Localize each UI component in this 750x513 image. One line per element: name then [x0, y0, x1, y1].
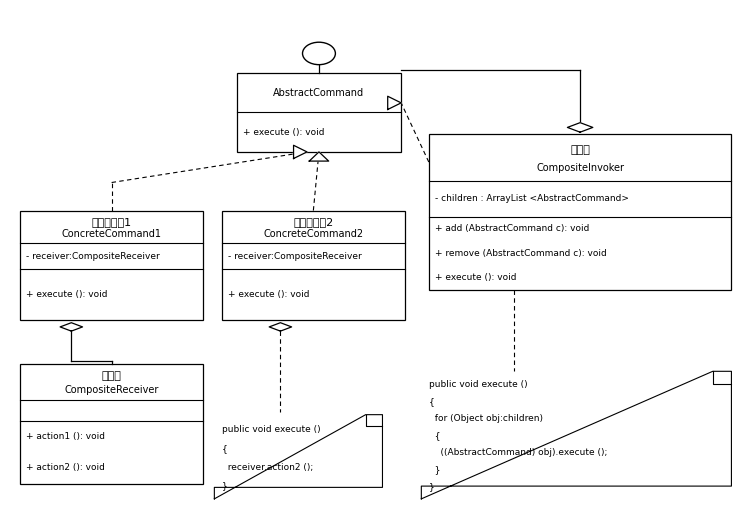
Bar: [237, 73, 401, 152]
Text: receiver.action2 ();: receiver.action2 ();: [222, 463, 313, 471]
Polygon shape: [293, 145, 307, 159]
Bar: [222, 210, 405, 320]
Text: ConcreteCommand1: ConcreteCommand1: [62, 229, 161, 239]
Text: - children : ArrayList <AbstractCommand>: - children : ArrayList <AbstractCommand>: [435, 194, 628, 203]
Text: for (Object obj:children): for (Object obj:children): [429, 415, 543, 423]
Text: public void execute (): public void execute (): [429, 381, 527, 389]
Text: }: }: [222, 481, 227, 490]
Polygon shape: [422, 371, 731, 499]
Text: public void execute (): public void execute (): [222, 425, 320, 434]
Text: 接收者: 接收者: [102, 371, 122, 381]
Polygon shape: [388, 96, 401, 109]
Text: + add (AbstractCommand c): void: + add (AbstractCommand c): void: [435, 224, 590, 233]
Text: CompositeInvoker: CompositeInvoker: [536, 163, 624, 173]
Text: ConcreteCommand2: ConcreteCommand2: [263, 229, 364, 239]
Polygon shape: [214, 415, 382, 499]
Text: {: {: [429, 431, 440, 441]
Text: - receiver:CompositeReceiver: - receiver:CompositeReceiver: [26, 251, 160, 261]
Text: }: }: [429, 482, 434, 491]
Text: + execute (): void: + execute (): void: [26, 290, 107, 299]
Text: 具体命令类1: 具体命令类1: [92, 217, 132, 227]
Text: {: {: [429, 398, 434, 406]
Bar: [20, 364, 203, 484]
Bar: [20, 210, 203, 320]
Text: ((AbstractCommand) obj).execute ();: ((AbstractCommand) obj).execute ();: [429, 448, 608, 458]
Text: 调用者: 调用者: [570, 145, 590, 155]
Text: + action1 (): void: + action1 (): void: [26, 432, 105, 441]
Text: + action2 (): void: + action2 (): void: [26, 463, 105, 472]
Text: {: {: [222, 444, 227, 453]
Polygon shape: [568, 123, 592, 132]
Polygon shape: [60, 323, 82, 331]
Text: + remove (AbstractCommand c): void: + remove (AbstractCommand c): void: [435, 249, 607, 258]
Text: AbstractCommand: AbstractCommand: [274, 88, 364, 97]
Text: + execute (): void: + execute (): void: [243, 128, 324, 136]
Text: CompositeReceiver: CompositeReceiver: [64, 385, 159, 394]
Polygon shape: [269, 323, 292, 331]
Text: }: }: [429, 465, 440, 475]
Text: + execute (): void: + execute (): void: [228, 290, 309, 299]
Polygon shape: [309, 152, 328, 161]
Bar: [429, 134, 731, 290]
Text: 具体命令类2: 具体命令类2: [293, 217, 334, 227]
Text: + execute (): void: + execute (): void: [435, 273, 516, 282]
Text: - receiver:CompositeReceiver: - receiver:CompositeReceiver: [228, 251, 362, 261]
